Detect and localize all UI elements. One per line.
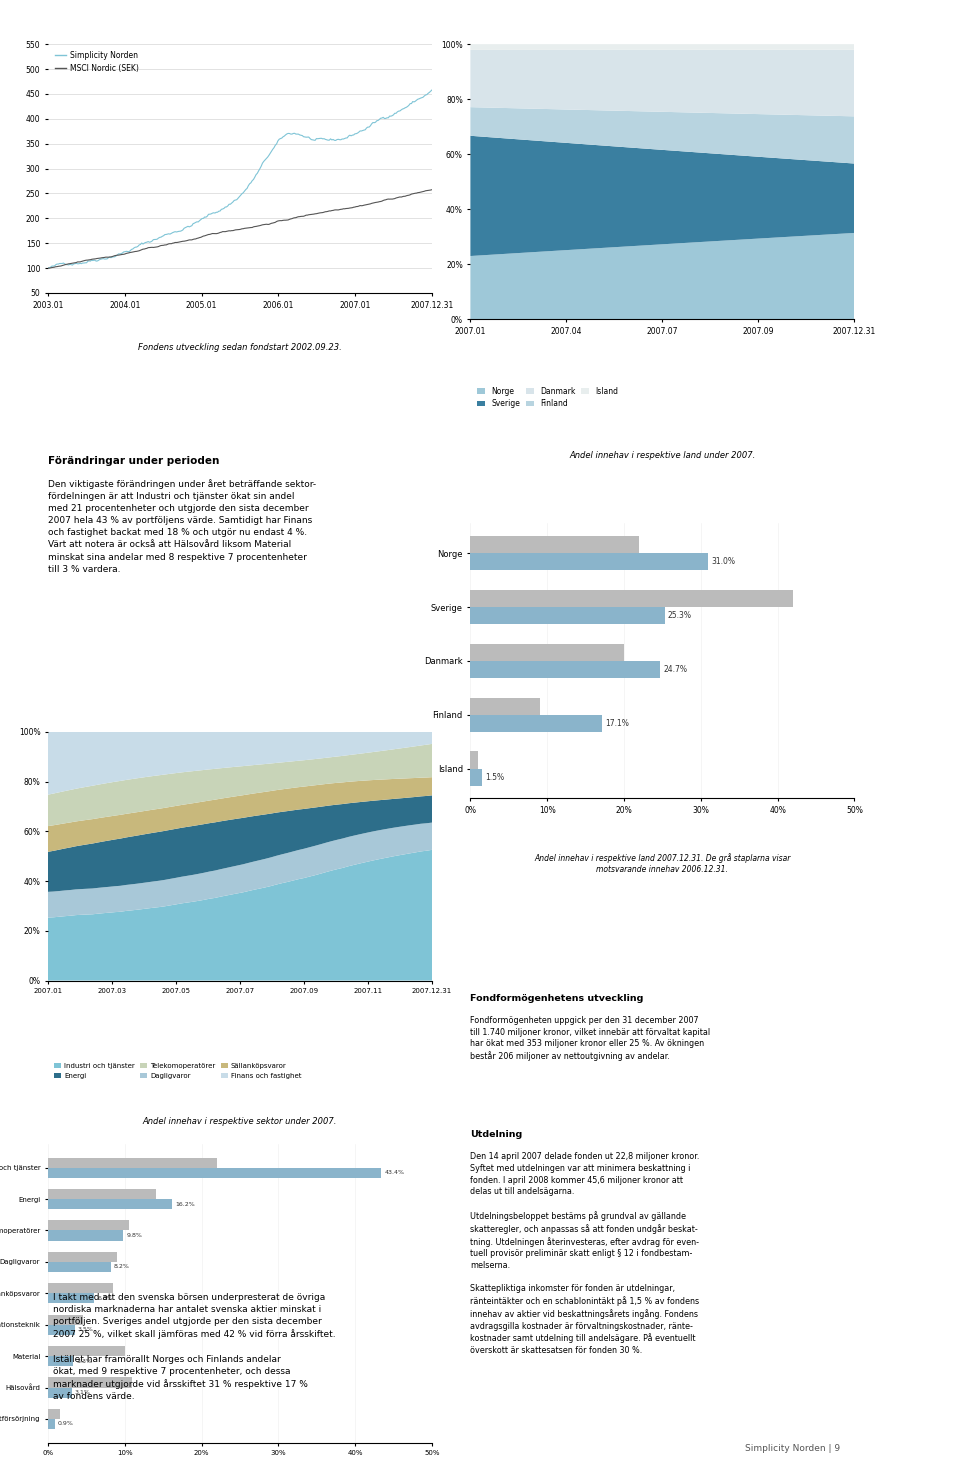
Text: Fondformögenheten uppgick per den 31 december 2007
till 1.740 miljoner kronor, v: Fondformögenheten uppgick per den 31 dec… <box>470 1016 710 1061</box>
Text: 1.5%: 1.5% <box>485 773 504 782</box>
Bar <box>48 1294 94 1303</box>
Bar <box>470 661 660 679</box>
Text: Förändringar under perioden: Förändringar under perioden <box>48 456 220 467</box>
Bar <box>48 1251 117 1262</box>
Legend: Simplicity Norden, MSCI Nordic (SEK): Simplicity Norden, MSCI Nordic (SEK) <box>52 49 142 77</box>
Text: 6.0%: 6.0% <box>97 1295 113 1301</box>
Text: Andel innehav i respektive land under 2007.: Andel innehav i respektive land under 20… <box>569 450 756 459</box>
Bar <box>48 1314 83 1325</box>
Legend: Industri och tjänster, Energi, Telekomoperatörer, Dagligvaror, Sällanköpsvaror, : Industri och tjänster, Energi, Telekomop… <box>52 1060 303 1082</box>
Text: 3.3%: 3.3% <box>77 1359 92 1363</box>
Bar <box>48 1262 111 1272</box>
Text: 43.4%: 43.4% <box>384 1170 404 1175</box>
Bar <box>470 715 602 732</box>
Text: 3.5%: 3.5% <box>78 1328 94 1332</box>
Bar <box>470 768 482 786</box>
Legend: Norge, Sverige, Danmark, Finland, Island: Norge, Sverige, Danmark, Finland, Island <box>474 383 621 411</box>
Text: 9.8%: 9.8% <box>127 1234 142 1238</box>
Bar <box>470 590 793 606</box>
Text: Andel innehav i respektive sektor under 2007.: Andel innehav i respektive sektor under … <box>143 1117 337 1126</box>
Bar <box>48 1419 55 1429</box>
Bar <box>48 1220 129 1231</box>
Text: Den 14 april 2007 delade fonden ut 22,8 miljoner kronor.
Syftet med utdelningen : Den 14 april 2007 delade fonden ut 22,8 … <box>470 1153 700 1356</box>
Bar <box>48 1189 156 1200</box>
Bar <box>48 1388 72 1397</box>
Bar <box>470 606 664 624</box>
Text: Fondens utveckling sedan fondstart 2002.09.23.: Fondens utveckling sedan fondstart 2002.… <box>138 343 342 352</box>
Text: 31.0%: 31.0% <box>711 558 735 567</box>
Bar <box>48 1325 75 1335</box>
Text: 25.3%: 25.3% <box>668 611 692 620</box>
Text: 16.2%: 16.2% <box>176 1201 195 1207</box>
Bar <box>48 1157 217 1167</box>
Text: 8.2%: 8.2% <box>114 1264 130 1269</box>
Bar <box>470 698 540 715</box>
Text: 3.1%: 3.1% <box>75 1390 91 1395</box>
Bar <box>48 1378 132 1388</box>
Text: Simplicity Norden | 9: Simplicity Norden | 9 <box>745 1444 840 1453</box>
Text: Utdelning: Utdelning <box>470 1130 522 1139</box>
Text: Andel innehav i respektive land 2007.12.31. De grå staplarna visar
motsvarande i: Andel innehav i respektive land 2007.12.… <box>534 854 791 873</box>
Bar <box>48 1356 73 1366</box>
Bar <box>48 1409 60 1419</box>
Text: Den viktigaste förändringen under året beträffande sektor-
fördelningen är att I: Den viktigaste förändringen under året b… <box>48 478 316 574</box>
Bar <box>48 1345 125 1356</box>
Text: Fondformögenhetens utveckling: Fondformögenhetens utveckling <box>470 994 644 1002</box>
Bar <box>48 1200 173 1209</box>
Text: 0.9%: 0.9% <box>58 1422 74 1426</box>
Bar <box>48 1231 123 1241</box>
Bar <box>470 553 708 571</box>
Bar <box>470 643 624 661</box>
Text: 24.7%: 24.7% <box>663 665 687 674</box>
Bar <box>48 1284 113 1294</box>
Bar <box>470 536 639 553</box>
Bar <box>48 1167 381 1178</box>
Bar <box>470 751 478 768</box>
Text: 17.1%: 17.1% <box>605 718 629 727</box>
Text: I takt med att den svenska börsen underpresterat de övriga
nordiska marknaderna : I takt med att den svenska börsen underp… <box>53 1292 335 1401</box>
